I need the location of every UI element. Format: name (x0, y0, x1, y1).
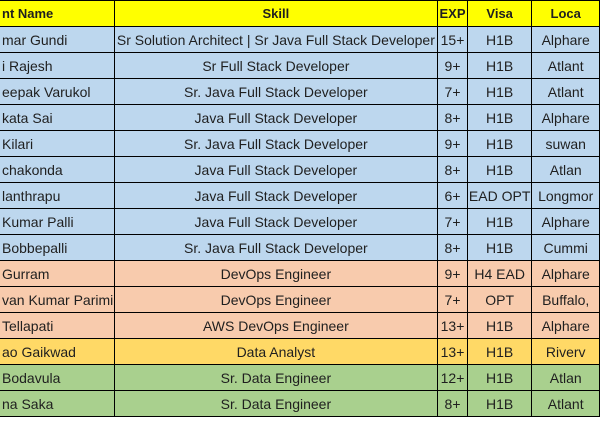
cell-visa[interactable]: H1B (466, 364, 533, 391)
cell-exp[interactable]: 9+ (437, 130, 468, 157)
cell-visa[interactable]: H1B (466, 208, 533, 235)
header-visa[interactable]: Visa (466, 0, 533, 27)
table-row: Bodavula Sr. Data Engineer 12+ H1B Atlan (0, 364, 600, 391)
cell-exp[interactable]: 15+ (437, 26, 468, 53)
cell-name[interactable]: Kumar Palli (0, 208, 115, 235)
cell-name[interactable]: ao Gaikwad (0, 338, 115, 365)
cell-skill[interactable]: Sr. Java Full Stack Developer (113, 234, 439, 261)
cell-location[interactable]: Alphare (531, 208, 600, 235)
cell-visa[interactable]: H1B (466, 234, 533, 261)
spreadsheet: nt Name Skill EXP Visa Loca mar Gundi Sr … (0, 0, 600, 417)
cell-name[interactable]: Bobbepalli (0, 234, 115, 261)
cell-visa[interactable]: OPT (466, 286, 533, 313)
cell-name[interactable]: Gurram (0, 260, 115, 287)
cell-name[interactable]: van Kumar Parimi (0, 286, 115, 313)
cell-skill[interactable]: Java Full Stack Developer (113, 156, 439, 183)
cell-visa[interactable]: EAD OPT (466, 182, 533, 209)
cell-exp[interactable]: 9+ (437, 260, 468, 287)
cell-name[interactable]: eepak Varukol (0, 78, 115, 105)
cell-exp[interactable]: 8+ (437, 156, 468, 183)
cell-visa[interactable]: H1B (466, 78, 533, 105)
cell-skill[interactable]: Java Full Stack Developer (113, 208, 439, 235)
table-row: van Kumar Parimi DevOps Engineer 7+ OPT Buff… (0, 286, 600, 313)
cell-skill[interactable]: Sr Solution Architect | Sr Java Full Sta… (113, 26, 439, 53)
cell-visa[interactable]: H1B (466, 26, 533, 53)
cell-exp[interactable]: 7+ (437, 78, 468, 105)
cell-location[interactable]: Alphare (531, 104, 600, 131)
cell-location[interactable]: Longmor (531, 182, 600, 209)
cell-location[interactable]: Alphare (531, 312, 600, 339)
cell-skill[interactable]: DevOps Engineer (113, 260, 439, 287)
cell-location[interactable]: suwan (531, 130, 600, 157)
cell-skill[interactable]: Java Full Stack Developer (113, 104, 439, 131)
cell-visa[interactable]: H1B (466, 52, 533, 79)
cell-exp[interactable]: 8+ (437, 104, 468, 131)
cell-skill[interactable]: Data Analyst (113, 338, 439, 365)
cell-location[interactable]: Atlant (531, 390, 600, 417)
cell-exp[interactable]: 9+ (437, 52, 468, 79)
table-row: i Rajesh Sr Full Stack Developer 9+ H1B Atla… (0, 52, 600, 79)
cell-skill[interactable]: DevOps Engineer (113, 286, 439, 313)
cell-location[interactable]: Riverv (531, 338, 600, 365)
cell-skill[interactable]: Sr Full Stack Developer (113, 52, 439, 79)
cell-visa[interactable]: H1B (466, 338, 533, 365)
header-skill[interactable]: Skill (113, 0, 439, 27)
table-row: ao Gaikwad Data Analyst 13+ H1B Riverv (0, 338, 600, 365)
cell-name[interactable]: mar Gundi (0, 26, 115, 53)
cell-name[interactable]: Kilari (0, 130, 115, 157)
cell-location[interactable]: Atlant (531, 78, 600, 105)
cell-skill[interactable]: Sr. Java Full Stack Developer (113, 78, 439, 105)
table-row: Tellapati AWS DevOps Engineer 13+ H1B Alphar… (0, 312, 600, 339)
cell-skill[interactable]: Sr. Data Engineer (113, 390, 439, 417)
cell-visa[interactable]: H1B (466, 312, 533, 339)
table-row: Bobbepalli Sr. Java Full Stack Developer 8… (0, 234, 600, 261)
cell-visa[interactable]: H1B (466, 390, 533, 417)
header-location[interactable]: Loca (531, 0, 600, 27)
table-row: Gurram DevOps Engineer 9+ H4 EAD Alphare (0, 260, 600, 287)
table-row: mar Gundi Sr Solution Architect | Sr Java… (0, 26, 600, 53)
cell-exp[interactable]: 8+ (437, 390, 468, 417)
header-row: nt Name Skill EXP Visa Loca (0, 0, 600, 27)
cell-skill[interactable]: Java Full Stack Developer (113, 182, 439, 209)
cell-visa[interactable]: H1B (466, 130, 533, 157)
cell-skill[interactable]: Sr. Data Engineer (113, 364, 439, 391)
cell-skill[interactable]: AWS DevOps Engineer (113, 312, 439, 339)
cell-location[interactable]: Cummi (531, 234, 600, 261)
table-row: na Saka Sr. Data Engineer 8+ H1B Atlant (0, 390, 600, 417)
header-name[interactable]: nt Name (0, 0, 115, 27)
cell-location[interactable]: Atlan (531, 156, 600, 183)
cell-visa[interactable]: H1B (466, 156, 533, 183)
table-row: chakonda Java Full Stack Developer 8+ H1B At… (0, 156, 600, 183)
cell-visa[interactable]: H1B (466, 104, 533, 131)
cell-exp[interactable]: 13+ (437, 312, 468, 339)
table-row: Kumar Palli Java Full Stack Developer 7+ H1… (0, 208, 600, 235)
cell-exp[interactable]: 7+ (437, 208, 468, 235)
table-row: Kilari Sr. Java Full Stack Developer 9+ H1B… (0, 130, 600, 157)
header-exp[interactable]: EXP (437, 0, 468, 27)
cell-name[interactable]: Bodavula (0, 364, 115, 391)
cell-location[interactable]: Atlant (531, 52, 600, 79)
cell-name[interactable]: Tellapati (0, 312, 115, 339)
cell-name[interactable]: na Saka (0, 390, 115, 417)
cell-exp[interactable]: 8+ (437, 234, 468, 261)
cell-name[interactable]: chakonda (0, 156, 115, 183)
cell-location[interactable]: Buffalo, (531, 286, 600, 313)
cell-exp[interactable]: 7+ (437, 286, 468, 313)
cell-exp[interactable]: 12+ (437, 364, 468, 391)
table-row: lanthrapu Java Full Stack Developer 6+ EAD … (0, 182, 600, 209)
cell-exp[interactable]: 13+ (437, 338, 468, 365)
table-row: kata Sai Java Full Stack Developer 8+ H1B Al… (0, 104, 600, 131)
cell-location[interactable]: Alphare (531, 260, 600, 287)
cell-exp[interactable]: 6+ (437, 182, 468, 209)
cell-visa[interactable]: H4 EAD (466, 260, 533, 287)
cell-skill[interactable]: Sr. Java Full Stack Developer (113, 130, 439, 157)
cell-name[interactable]: lanthrapu (0, 182, 115, 209)
cell-location[interactable]: Atlan (531, 364, 600, 391)
cell-location[interactable]: Alphare (531, 26, 600, 53)
table-row: eepak Varukol Sr. Java Full Stack Develop… (0, 78, 600, 105)
cell-name[interactable]: kata Sai (0, 104, 115, 131)
candidates-table: nt Name Skill EXP Visa Loca mar Gundi Sr … (0, 0, 600, 417)
cell-name[interactable]: i Rajesh (0, 52, 115, 79)
